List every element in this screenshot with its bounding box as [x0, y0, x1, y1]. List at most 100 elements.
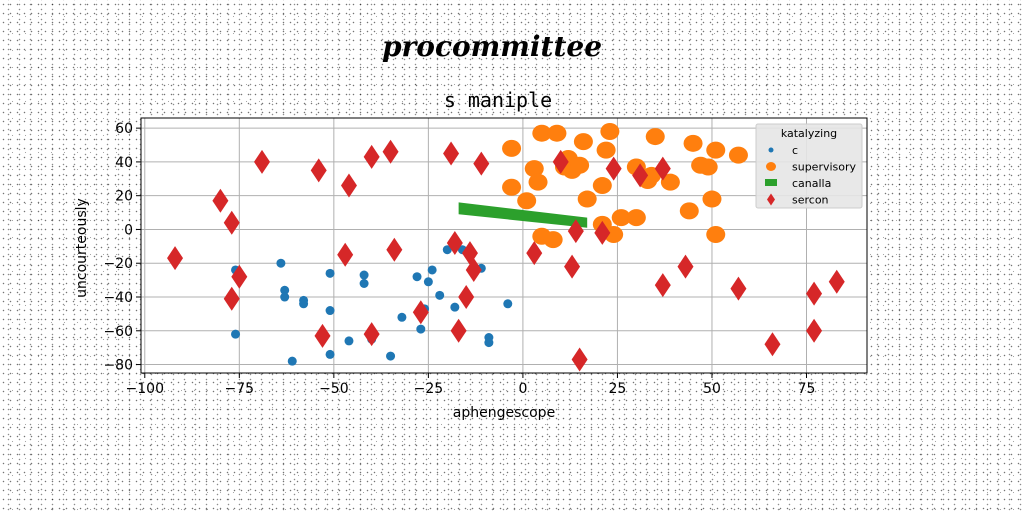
legend-label-sercon: sercon: [792, 194, 829, 207]
legend-marker-supervisory: [766, 162, 776, 171]
point-supervisory: [524, 160, 544, 178]
point-c: [359, 278, 369, 288]
point-supervisory: [570, 156, 590, 174]
chart-title: s maniple: [444, 88, 552, 112]
point-sercon: [594, 220, 611, 245]
legend-marker-canalla: [765, 179, 777, 186]
point-supervisory: [706, 141, 726, 159]
point-supervisory: [577, 190, 597, 208]
legend: katalyzing c supervisory canalla sercon: [755, 123, 863, 209]
point-c: [427, 265, 437, 275]
x-tick-label: −100: [126, 381, 164, 397]
plot-frame: [140, 117, 868, 374]
y-tick-label: 40: [115, 155, 133, 171]
point-c: [412, 272, 422, 282]
y-tick-label: 20: [115, 189, 133, 205]
point-c: [484, 338, 494, 348]
point-sercon: [632, 163, 649, 188]
point-sercon: [677, 254, 694, 279]
point-c: [397, 312, 407, 322]
data-layer: [167, 123, 845, 372]
point-sercon: [223, 210, 240, 235]
point-supervisory: [532, 124, 552, 142]
point-c: [280, 292, 290, 302]
point-sercon: [806, 281, 823, 306]
point-sercon: [567, 219, 584, 244]
point-sercon: [254, 149, 270, 174]
legend-entries: c supervisory canalla sercon: [765, 144, 857, 207]
point-sercon: [314, 323, 331, 348]
x-tick-label: −50: [319, 381, 349, 397]
point-c: [299, 299, 309, 309]
grid-lines: [141, 118, 867, 373]
point-sercon: [654, 156, 671, 181]
point-sercon: [552, 149, 569, 174]
point-sercon: [465, 257, 482, 282]
point-sercon: [340, 173, 357, 198]
series-canalla-shape: [458, 202, 588, 228]
axis-ticks: −100 −75 −50 −25 0 25 50 75 −80 −60 −40 −20 0 20 40 60: [103, 121, 815, 397]
point-supervisory: [683, 134, 703, 152]
point-sercon: [571, 347, 588, 372]
y-axis-label: uncourteously: [74, 198, 90, 298]
y-tick-label: 0: [124, 222, 133, 238]
point-supervisory: [698, 158, 718, 176]
y-tick-label: −20: [103, 256, 133, 272]
point-supervisory: [573, 133, 593, 151]
point-sercon: [446, 230, 463, 255]
point-c: [435, 290, 445, 300]
y-tick-label: −40: [103, 290, 133, 306]
point-c: [231, 329, 241, 339]
point-sercon: [828, 269, 845, 294]
point-supervisory: [517, 192, 537, 210]
point-supervisory: [660, 173, 680, 191]
y-tick-label: −80: [103, 358, 133, 374]
point-sercon: [386, 237, 403, 262]
point-sercon: [526, 241, 543, 266]
point-supervisory: [592, 177, 612, 195]
chart-supertitle: procommittee: [382, 30, 602, 63]
x-axis-label: aphengescope: [453, 405, 555, 421]
point-sercon: [310, 158, 327, 183]
point-sercon: [223, 286, 240, 311]
point-supervisory: [502, 139, 522, 157]
point-sercon: [363, 322, 380, 347]
point-supervisory: [728, 146, 748, 164]
point-supervisory: [604, 226, 624, 244]
point-c: [325, 349, 335, 359]
x-tick-label: −25: [414, 381, 444, 397]
point-c: [386, 351, 396, 361]
point-supervisory: [641, 166, 661, 184]
point-sercon: [337, 242, 354, 267]
point-c: [359, 270, 369, 280]
legend-marker-sercon: [767, 193, 775, 206]
point-sercon: [764, 332, 781, 357]
legend-label-c: c: [792, 144, 798, 157]
point-c: [442, 245, 452, 255]
x-tick-label: 75: [798, 381, 816, 397]
point-sercon: [363, 144, 380, 169]
point-supervisory: [645, 128, 665, 146]
point-supervisory: [502, 178, 522, 196]
x-tick-label: 50: [703, 381, 721, 397]
point-c: [280, 285, 290, 295]
legend-label-canalla: canalla: [792, 177, 831, 190]
point-sercon: [231, 264, 248, 289]
x-tick-label: −75: [225, 381, 255, 397]
point-supervisory: [626, 209, 646, 227]
legend-box: [755, 123, 863, 209]
point-c: [423, 277, 433, 287]
point-sercon: [167, 246, 184, 271]
point-supervisory: [547, 124, 567, 142]
legend-marker-c: [768, 147, 774, 153]
point-supervisory: [600, 123, 620, 141]
point-sercon: [654, 273, 671, 298]
legend-label-supervisory: supervisory: [792, 161, 857, 174]
x-tick-label: 25: [609, 381, 627, 397]
point-c: [276, 258, 286, 268]
point-c: [287, 356, 297, 366]
point-c: [325, 306, 335, 316]
point-supervisory: [543, 231, 563, 249]
point-c: [416, 324, 426, 334]
